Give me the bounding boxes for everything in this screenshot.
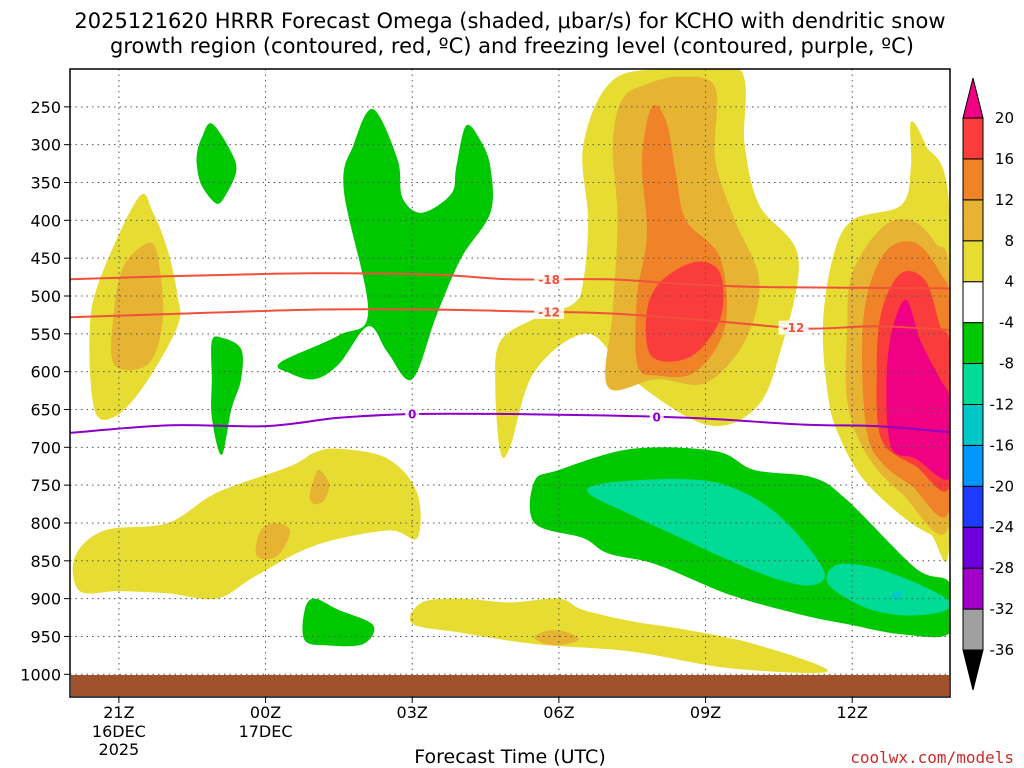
y-tick-label: 300 xyxy=(30,136,61,155)
contour-label-box xyxy=(405,407,420,422)
colorbar-bin xyxy=(962,363,984,405)
contour-label-box xyxy=(534,272,565,287)
colorbar-tick-label: -4 xyxy=(999,314,1014,332)
y-tick-label: 400 xyxy=(30,211,61,230)
colorbar-bin xyxy=(962,567,984,610)
omega-shading xyxy=(72,69,950,674)
temperature-contours: -18 -12 -12 0 0 xyxy=(70,272,950,434)
x-tick-label: 00Z xyxy=(250,703,281,722)
colorbar-bin xyxy=(962,526,984,569)
x-tick-label: 2025 xyxy=(99,740,140,759)
chart-title-line-2: growth region (contoured, red, ºC) and f… xyxy=(110,34,914,58)
y-tick-label: 950 xyxy=(30,627,61,646)
y-tick-label: 800 xyxy=(30,514,61,533)
y-tick-label: 600 xyxy=(30,363,61,382)
x-tick-label: 17DEC xyxy=(239,722,293,741)
omega-region-upward-b-orange-1 xyxy=(255,523,291,560)
y-tick-label: 850 xyxy=(30,552,61,571)
colorbar-bin xyxy=(962,608,984,651)
chart-title-line-1: 2025121620 HRRR Forecast Omega (shaded, … xyxy=(74,9,945,33)
ground-fill xyxy=(71,675,949,696)
omega-region-downward-b-green xyxy=(211,336,243,455)
x-tick-label: 16DEC xyxy=(92,722,146,741)
colorbar-tick-label: 12 xyxy=(995,191,1014,209)
colorbar-tick-label: 16 xyxy=(995,150,1014,168)
colorbar-tick-label: -28 xyxy=(990,559,1015,577)
colorbar-bin xyxy=(962,199,984,242)
colorbar-tick-label: -36 xyxy=(990,641,1015,659)
x-tick-label: 09Z xyxy=(690,703,721,722)
omega-region-downward-d-green xyxy=(302,598,375,647)
contour-label-box xyxy=(534,305,565,320)
colorbar-bin xyxy=(962,444,984,487)
contour-label-freezing-level: 0 xyxy=(652,411,660,425)
contour-label-box xyxy=(649,410,664,425)
colorbar-tick-label: -12 xyxy=(990,395,1015,413)
pressure-axis: 250 300 350 400 450 500 550 600 650 700 750 800 850 9… xyxy=(20,98,70,684)
omega-region-upward-b-yellow xyxy=(72,448,421,600)
omega-region-upward-c-orange xyxy=(534,630,579,646)
colorbar-tick-label: -20 xyxy=(990,477,1015,495)
y-tick-label: 700 xyxy=(30,438,61,457)
grid-lines xyxy=(70,69,950,697)
colorbar-bin xyxy=(962,649,984,691)
omega-region-upward-c-yellow xyxy=(409,598,829,674)
colorbar-tick-label: -16 xyxy=(990,436,1015,454)
y-tick-label: 750 xyxy=(30,476,61,495)
colorbar-bin xyxy=(962,240,984,283)
colorbar-bin xyxy=(962,322,984,365)
contour-label-box xyxy=(778,320,809,335)
source-watermark: coolwx.com/models xyxy=(850,748,1014,767)
colorbar-tick-label: -32 xyxy=(990,600,1015,618)
y-tick-label: 1000 xyxy=(20,665,61,684)
colorbar-tick-label: -24 xyxy=(990,518,1015,536)
contour-label-freezing-level: 0 xyxy=(408,408,416,422)
contour-dendritic-bottom xyxy=(70,308,950,331)
plot-frame xyxy=(69,68,951,698)
contour-label-dendritic-bottom: -12 xyxy=(538,306,560,320)
omega-region-downward-a-green xyxy=(196,123,237,204)
omega-region-upward-east-magenta xyxy=(886,299,950,480)
omega-region-upward-main-red xyxy=(645,261,724,362)
y-tick-label: 550 xyxy=(30,325,61,344)
y-tick-label: 500 xyxy=(30,287,61,306)
y-tick-label: 350 xyxy=(30,173,61,192)
colorbar-tick-label: 4 xyxy=(1004,273,1014,291)
contour-freezing-level xyxy=(70,412,950,434)
y-tick-label: 250 xyxy=(30,98,61,117)
ground-surface xyxy=(71,675,949,696)
x-tick-label: 03Z xyxy=(397,703,428,722)
colorbar-bin xyxy=(962,403,984,446)
contour-label-dendritic-top: -18 xyxy=(538,273,560,287)
omega-region-downward-c-green xyxy=(277,108,494,381)
y-tick-label: 450 xyxy=(30,249,61,268)
colorbar-bin xyxy=(962,77,984,119)
y-tick-label: 900 xyxy=(30,590,61,609)
x-tick-label: 06Z xyxy=(543,703,574,722)
colorbar-tick-label: 20 xyxy=(995,109,1014,127)
contour-label-dendritic-bottom: -12 xyxy=(783,321,805,335)
omega-colorbar: -36 -32 -28 -24 -20 -16 -12 -8 -4 4 8 12 16 20 xyxy=(962,77,1015,691)
x-tick-label: 12Z xyxy=(837,703,868,722)
colorbar-tick-label: 8 xyxy=(1004,232,1014,250)
x-axis-label: Forecast Time (UTC) xyxy=(414,746,605,768)
omega-region-upward-b-orange-2 xyxy=(309,469,330,505)
omega-region-downward-e-teal-2 xyxy=(826,563,950,616)
colorbar-tick-label: -8 xyxy=(999,355,1014,373)
colorbar-bin xyxy=(962,485,984,528)
x-tick-label: 21Z xyxy=(103,703,134,722)
colorbar-bin xyxy=(962,117,984,160)
omega-region-upward-a-orange xyxy=(111,242,164,371)
colorbar-bin xyxy=(962,281,984,324)
y-tick-label: 650 xyxy=(30,400,61,419)
colorbar-bin xyxy=(962,158,984,201)
contour-dendritic-top xyxy=(70,272,950,290)
omega-region-downward-e-cyan xyxy=(891,590,902,601)
